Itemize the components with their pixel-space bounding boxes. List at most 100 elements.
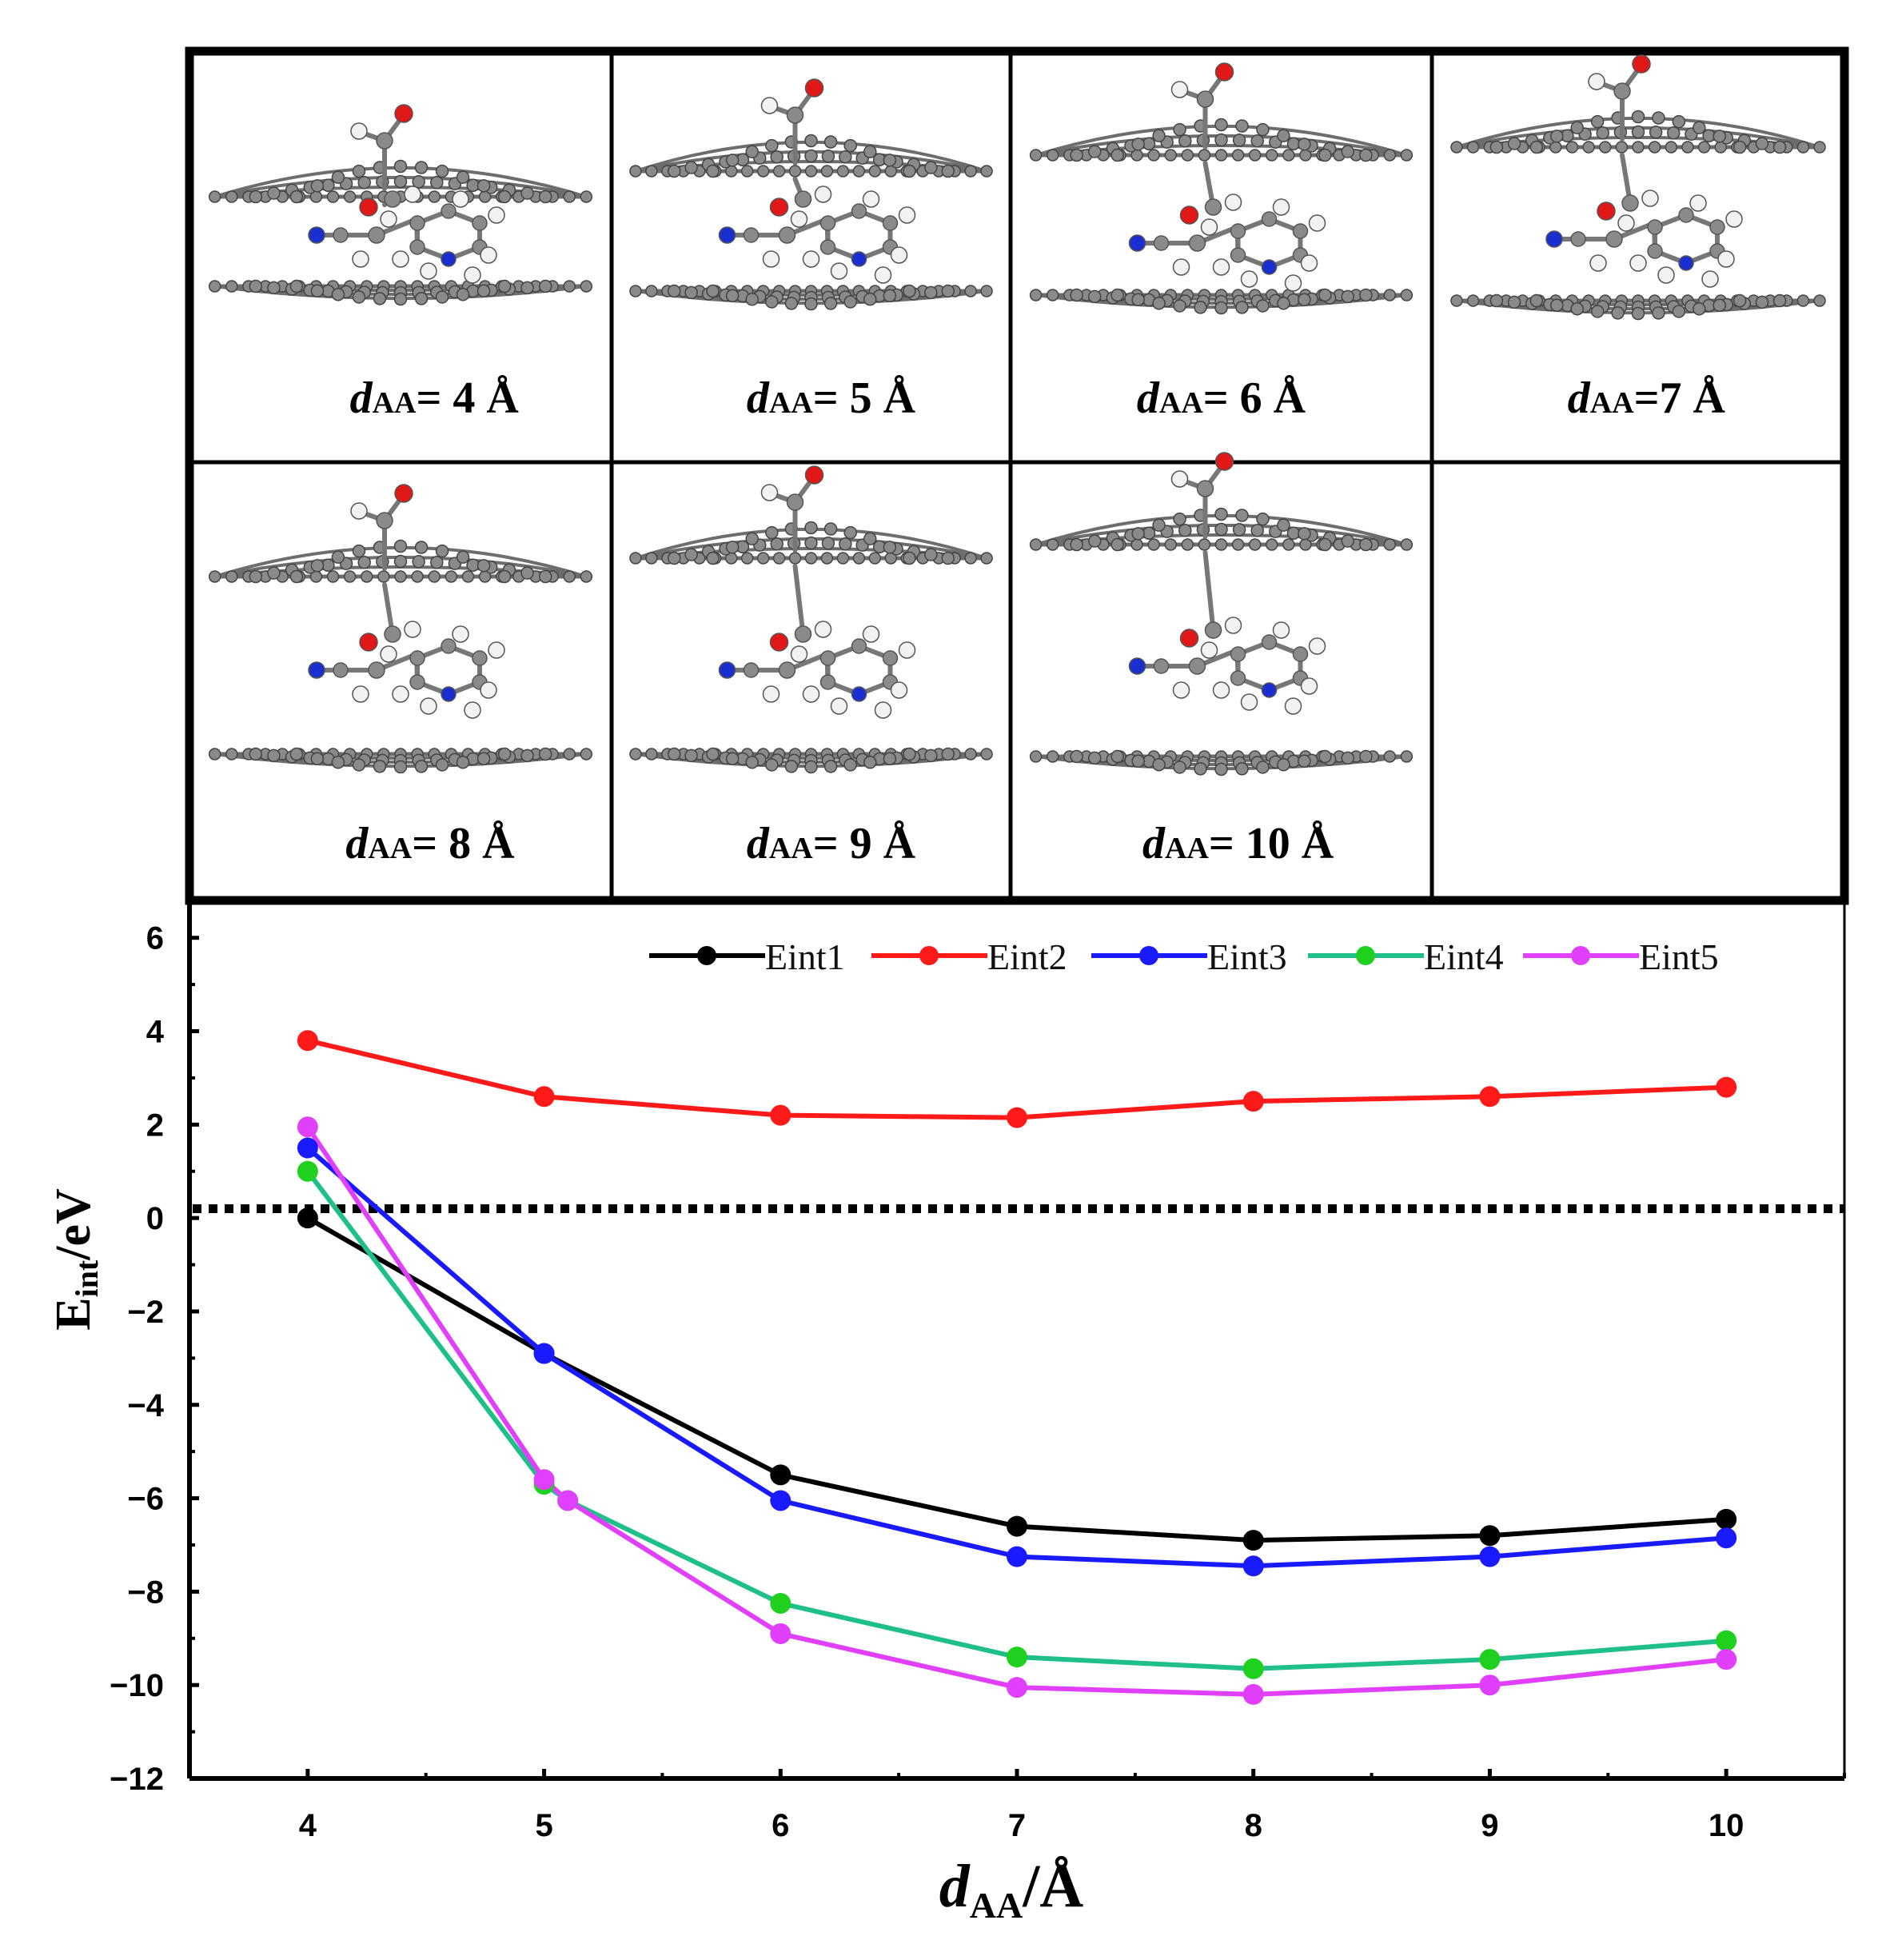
data-point-eint5 [297, 1116, 318, 1138]
graphene-sheet [629, 747, 993, 774]
legend-label-eint3: Eint3 [1207, 936, 1287, 977]
panel-grid-border [185, 46, 1849, 905]
oxygen-atom [1179, 206, 1199, 225]
nitrogen-atom [308, 661, 325, 679]
carbon-atom [964, 165, 977, 178]
carbon-atom [1621, 194, 1639, 212]
carbon-atom [1611, 306, 1625, 320]
carbon-atom [393, 174, 408, 189]
hydrogen-atom [1308, 214, 1326, 232]
carbon-atom [476, 179, 491, 193]
carbon-atom [326, 570, 340, 583]
hydrogen-atom [1589, 254, 1607, 272]
carbon-atom [823, 522, 838, 536]
carbon-atom [412, 175, 425, 189]
carbon-atom [941, 551, 955, 565]
carbon-atom [1598, 141, 1612, 154]
carbon-atom [1231, 538, 1245, 551]
carbon-atom [563, 570, 576, 583]
carbon-atom [1298, 527, 1311, 541]
carbon-atom [980, 552, 993, 565]
hydrogen-atom [392, 685, 409, 703]
panel-label: dAA= 8 Å [345, 819, 515, 868]
carbon-atom [706, 164, 720, 178]
carbon-atom [819, 239, 836, 255]
carbon-atom [852, 165, 866, 178]
hydrogen-atom [760, 484, 779, 501]
carbon-atom [684, 548, 698, 561]
hydrogen-atom [790, 645, 808, 663]
hydrogen-atom [1689, 194, 1707, 212]
hydrogen-atom [380, 210, 397, 228]
carbon-atom [794, 625, 812, 643]
panel-label-subscript: AA [1165, 832, 1209, 865]
carbon-atom [863, 755, 877, 769]
panel-label-value: = 10 Å [1209, 819, 1334, 868]
carbon-atom [394, 570, 407, 583]
adsorbed-molecule [1128, 62, 1326, 292]
carbon-atom [839, 150, 852, 164]
carbon-atom [1214, 133, 1228, 147]
carbon-atom [1282, 149, 1295, 162]
carbon-atom [1164, 538, 1178, 551]
carbon-atom [1277, 518, 1290, 532]
panel-label-subscript: AA [373, 386, 417, 420]
oxygen-atom [1179, 629, 1199, 648]
hydrogen-atom [762, 250, 780, 268]
carbon-atom [1649, 126, 1663, 139]
carbon-atom [1489, 293, 1504, 308]
carbon-atom [428, 190, 441, 203]
hydrogen-atom [1300, 254, 1318, 272]
carbon-atom [441, 203, 457, 219]
carbon-atom [1152, 518, 1166, 532]
carbon-atom [414, 760, 429, 773]
carbon-atom [1198, 149, 1211, 162]
hydrogen-atom [420, 697, 437, 715]
carbon-atom [1570, 301, 1584, 316]
hydrogen-atom [1284, 274, 1302, 292]
carbon-atom [1648, 141, 1661, 154]
data-point-eint4 [1007, 1647, 1027, 1668]
hydrogen-atom [890, 246, 908, 264]
carbon-atom [1181, 149, 1194, 162]
data-point-eint5 [533, 1469, 555, 1491]
carbon-atom [1131, 138, 1145, 151]
carbon-atom [745, 292, 759, 306]
y-tick-label: 4 [146, 1015, 165, 1050]
panel-label-subscript: AA [368, 832, 412, 865]
carbon-atom [445, 570, 458, 583]
carbon-atom [765, 295, 779, 309]
data-point-eint3 [1479, 1546, 1501, 1567]
carbon-atom [310, 559, 325, 573]
hydrogen-atom [1224, 617, 1242, 634]
panel-label-subscript: AA [769, 386, 813, 420]
carbon-atom [1665, 141, 1678, 154]
carbon-atom [1029, 149, 1043, 162]
panel-label-variable: d [345, 819, 369, 868]
carbon-atom [784, 297, 799, 310]
carbon-atom [249, 279, 263, 293]
data-point-eint3 [1242, 1555, 1264, 1577]
carbon-atom [1214, 301, 1228, 315]
carbon-atom [903, 284, 916, 298]
carbon-atom [1235, 762, 1249, 776]
data-point-eint2 [1479, 1086, 1501, 1108]
carbon-atom [497, 747, 512, 761]
data-point-eint2 [1242, 1091, 1264, 1112]
carbon-atom [706, 284, 720, 298]
carbon-atom [1318, 749, 1332, 764]
panel-label-variable: d [350, 373, 373, 423]
graphene-sheet [208, 539, 593, 584]
carbon-atom [882, 215, 899, 231]
carbon-atom [409, 239, 425, 255]
carbon-atom [836, 552, 850, 565]
hydrogen-atom [802, 685, 820, 703]
carbon-atom [1732, 140, 1747, 154]
hydrogen-atom [464, 266, 481, 284]
carbon-atom [823, 760, 838, 773]
carbon-atom [1152, 757, 1166, 772]
data-point-eint3 [1007, 1546, 1027, 1567]
data-point-eint1 [770, 1464, 791, 1486]
carbon-atom [1277, 296, 1290, 310]
